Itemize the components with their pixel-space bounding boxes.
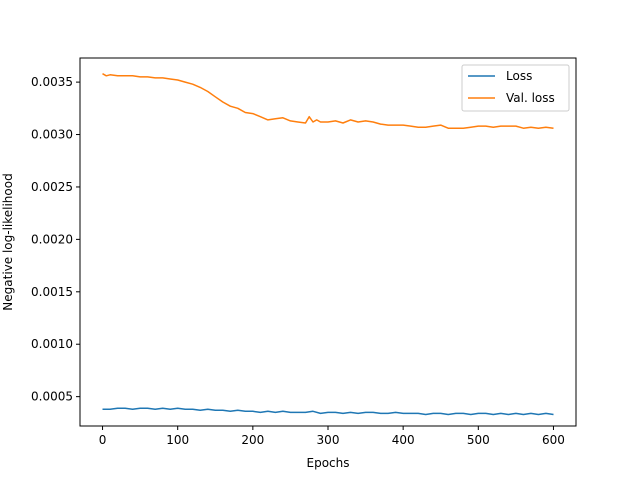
plot-area: [102, 73, 554, 416]
legend-entry: Loss: [506, 69, 532, 83]
y-tick-label: 0.0005: [31, 390, 73, 404]
y-tick-label: 0.0010: [31, 337, 73, 351]
x-tick-label: 0: [99, 433, 107, 447]
x-tick-label: 300: [317, 433, 340, 447]
x-axis-ticks: 0 100 200 300 400 500 600: [99, 426, 565, 447]
y-axis-label: Negative log-likelihood: [1, 173, 15, 310]
x-tick-label: 200: [241, 433, 264, 447]
y-tick-label: 0.0035: [31, 75, 73, 89]
x-axis-label: Epochs: [307, 456, 350, 470]
x-tick-label: 600: [542, 433, 565, 447]
legend-entry: Val. loss: [506, 91, 555, 105]
x-tick-label: 100: [166, 433, 189, 447]
axes-frame: [79, 57, 577, 427]
x-tick-label: 500: [467, 433, 490, 447]
y-tick-label: 0.0015: [31, 285, 73, 299]
series-line-loss: [102, 407, 554, 416]
y-tick-label: 0.0020: [31, 232, 73, 246]
y-tick-label: 0.0025: [31, 180, 73, 194]
legend: Loss Val. loss: [461, 64, 570, 112]
y-axis-ticks: 0.0005 0.0010 0.0015 0.0020 0.0025 0.0030 0.00…: [31, 75, 80, 404]
series-line-val-loss: [102, 73, 554, 129]
x-tick-label: 400: [392, 433, 415, 447]
y-tick-label: 0.0030: [31, 128, 73, 142]
